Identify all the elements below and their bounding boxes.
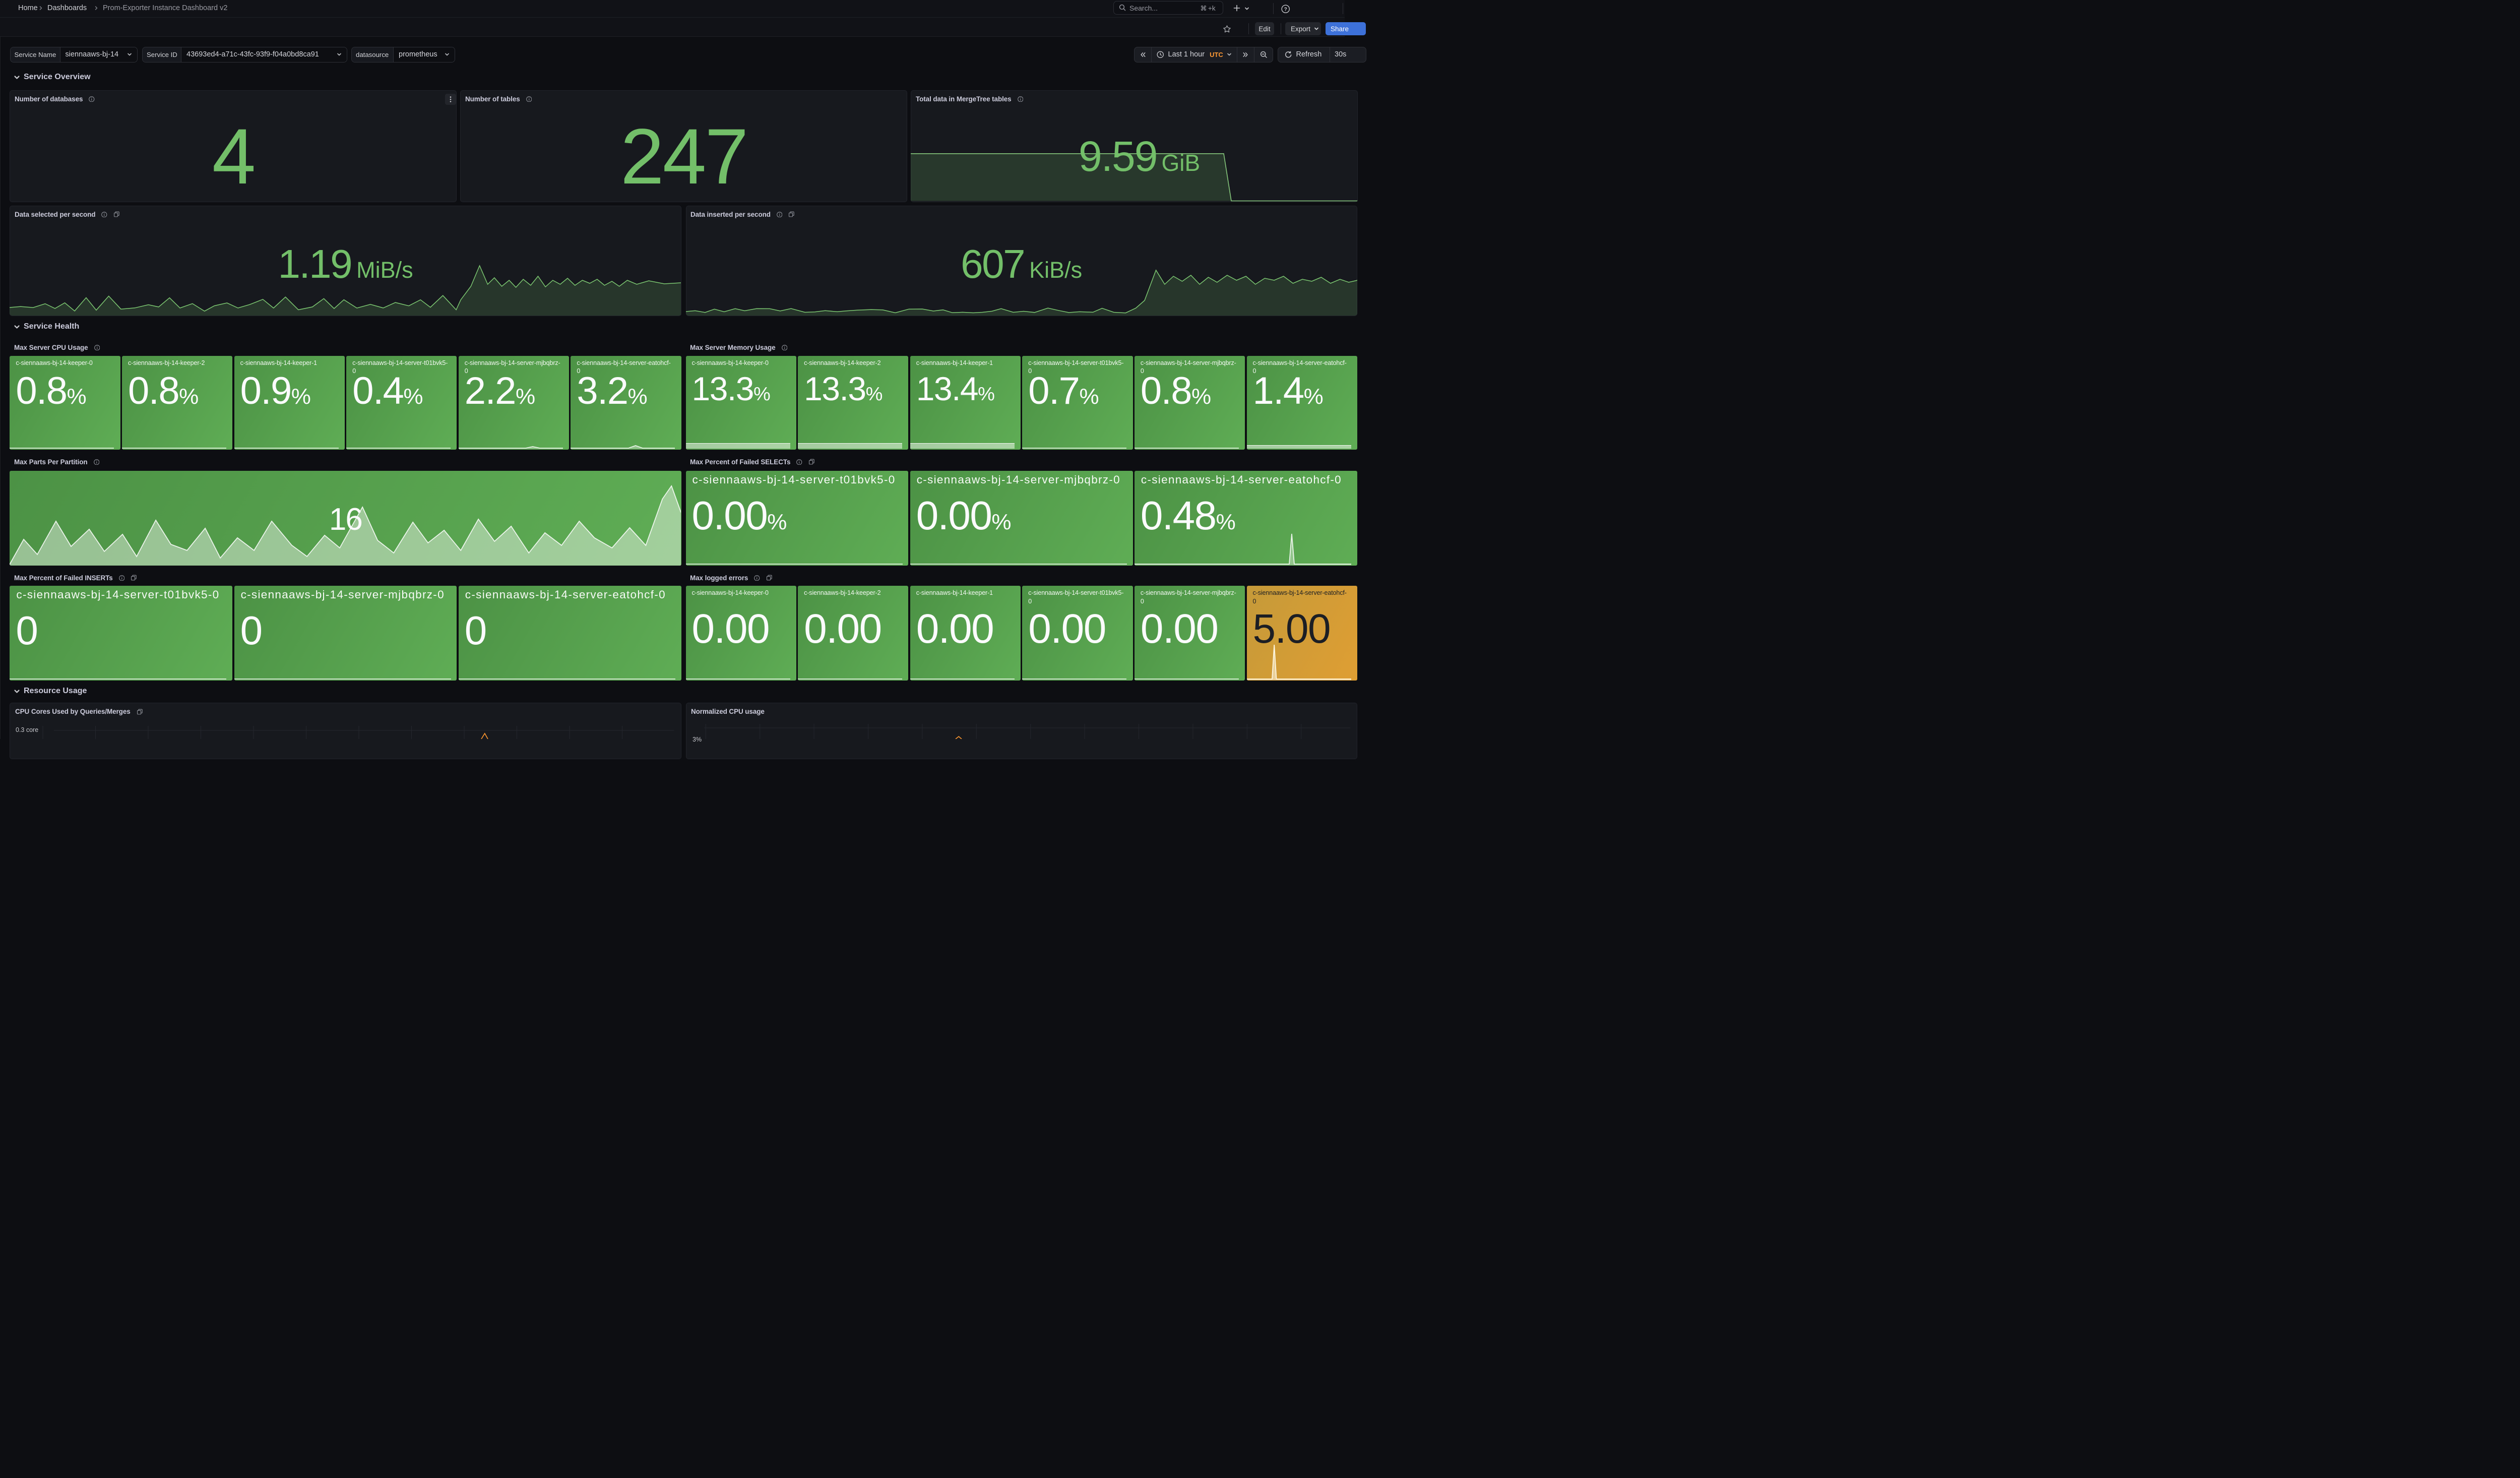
svg-text:?: ? xyxy=(1284,7,1287,12)
